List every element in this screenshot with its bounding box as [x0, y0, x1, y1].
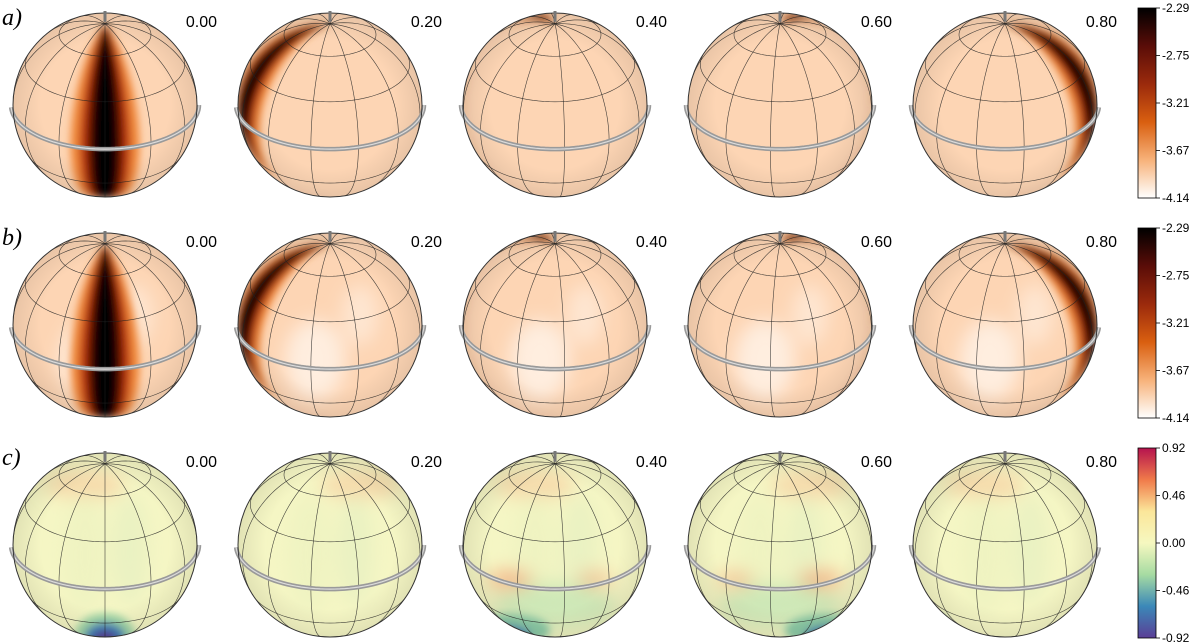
- colorbar-tick-label: -3.67: [1162, 364, 1190, 378]
- colorbar-tick-label: 0.46: [1162, 489, 1186, 503]
- colorbar-tick-label: -2.29: [1162, 221, 1190, 235]
- phase-label: 0.40: [636, 14, 667, 31]
- globe-grid: [8, 11, 1102, 638]
- colorbar: -2.29 -2.75 -3.21 -3.67 -4.14: [1137, 1, 1190, 205]
- globe: [458, 11, 652, 198]
- phase-label: 0.60: [861, 14, 892, 31]
- colorbar-tick-label: -3.21: [1162, 316, 1190, 330]
- colorbar: 0.92 0.46 0.00 -0.46 -0.92: [1137, 441, 1190, 643]
- globe: [233, 11, 427, 198]
- phase-label: 0.40: [636, 234, 667, 251]
- phase-label: 0.20: [411, 454, 442, 471]
- colorbar-tick-label: -3.21: [1162, 96, 1190, 110]
- colorbar-tick-label: -0.46: [1162, 584, 1190, 598]
- colorbar-tick-label: -2.29: [1162, 1, 1190, 15]
- globe: [683, 231, 877, 418]
- colorbar-gradient: [1138, 228, 1156, 418]
- globe: [908, 11, 1102, 198]
- globe: [458, 451, 652, 638]
- colorbar: -2.29 -2.75 -3.21 -3.67 -4.14: [1137, 221, 1190, 425]
- labels: a) 0.00 0.20 0.40 0.60 0.80 b) 0.00 0.20 0.40 0.60…: [2, 5, 1117, 471]
- phase-label: 0.60: [861, 454, 892, 471]
- phase-label: 0.00: [186, 234, 217, 251]
- phase-label: 0.20: [411, 14, 442, 31]
- globe: [683, 451, 877, 638]
- row-label: c): [2, 445, 21, 471]
- colorbar-tick-label: -0.92: [1162, 631, 1190, 643]
- colorbar-tick-label: -4.14: [1162, 411, 1190, 425]
- colorbar-tick-label: -3.67: [1162, 144, 1190, 158]
- colorbar-gradient: [1138, 8, 1156, 198]
- globe: [8, 451, 202, 638]
- phase-label: 0.80: [1086, 14, 1117, 31]
- colorbar-tick-label: 0.00: [1162, 536, 1186, 550]
- globe: [683, 11, 877, 198]
- globe: [908, 451, 1102, 638]
- phase-label: 0.60: [861, 234, 892, 251]
- globe: [908, 231, 1102, 418]
- phase-label: 0.80: [1086, 454, 1117, 471]
- colorbar-gradient: [1138, 448, 1156, 638]
- row-label: b): [2, 225, 22, 251]
- phase-label: 0.20: [411, 234, 442, 251]
- globe: [8, 231, 202, 418]
- row-label: a): [2, 5, 22, 31]
- colorbar-tick-label: -2.75: [1162, 269, 1190, 283]
- globe: [8, 11, 202, 198]
- globe: [233, 451, 427, 638]
- globe: [233, 231, 427, 418]
- phase-label: 0.00: [186, 14, 217, 31]
- globe: [458, 231, 652, 418]
- colorbars: -2.29 -2.75 -3.21 -3.67 -4.14 -2.29 -2.75 -3.21…: [1137, 1, 1190, 643]
- phase-label: 0.80: [1086, 234, 1117, 251]
- colorbar-tick-label: -2.75: [1162, 49, 1190, 63]
- phase-label: 0.00: [186, 454, 217, 471]
- colorbar-tick-label: 0.92: [1162, 441, 1186, 455]
- phase-label: 0.40: [636, 454, 667, 471]
- colorbar-tick-label: -4.14: [1162, 191, 1190, 205]
